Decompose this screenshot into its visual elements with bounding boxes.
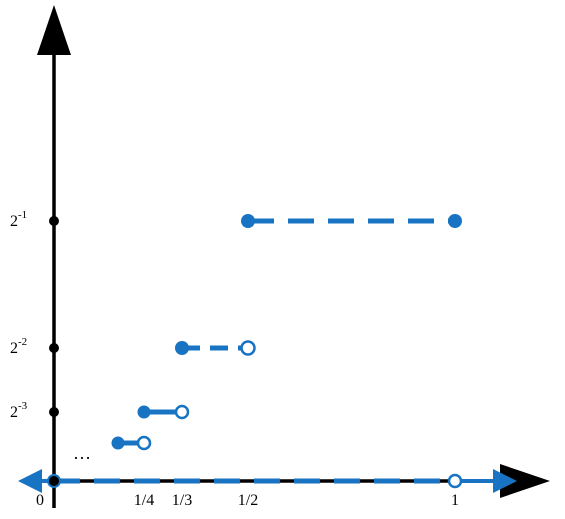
x-tick-label: 1/3 bbox=[172, 492, 192, 509]
x-tick-label: 1/2 bbox=[238, 492, 258, 509]
x-axis-tick-labels: 0 1/4 1/3 1/2 1 bbox=[36, 492, 459, 509]
step-open-point bbox=[240, 340, 256, 356]
step-closed-point bbox=[241, 214, 255, 228]
x-axis-arrowhead bbox=[500, 464, 550, 498]
step-series bbox=[111, 214, 462, 451]
baseline-open-point bbox=[447, 473, 463, 489]
step-open-point bbox=[174, 404, 190, 420]
step-closed-point bbox=[448, 214, 462, 228]
x-tick-label: 1 bbox=[451, 492, 459, 509]
y-tick-label: 2-1 bbox=[10, 209, 27, 230]
ellipsis-label: … bbox=[73, 443, 91, 463]
step-closed-point bbox=[175, 341, 189, 355]
step-closed-point bbox=[111, 436, 125, 450]
y-axis-arrowhead bbox=[37, 5, 71, 55]
y-tick-label: 2-2 bbox=[10, 336, 27, 357]
origin-dot bbox=[49, 476, 59, 486]
y-axis-ticks: 2-1 2-2 2-3 bbox=[10, 209, 59, 421]
step-closed-point bbox=[137, 405, 151, 419]
x-tick-label: 0 bbox=[36, 492, 44, 509]
y-tick-dot bbox=[49, 216, 59, 226]
y-tick-dot bbox=[49, 407, 59, 417]
x-tick-label: 1/4 bbox=[134, 492, 154, 509]
step-open-point bbox=[136, 435, 152, 451]
y-tick-dot bbox=[49, 343, 59, 353]
y-tick-label: 2-3 bbox=[10, 400, 28, 421]
baseline-series bbox=[18, 469, 517, 493]
